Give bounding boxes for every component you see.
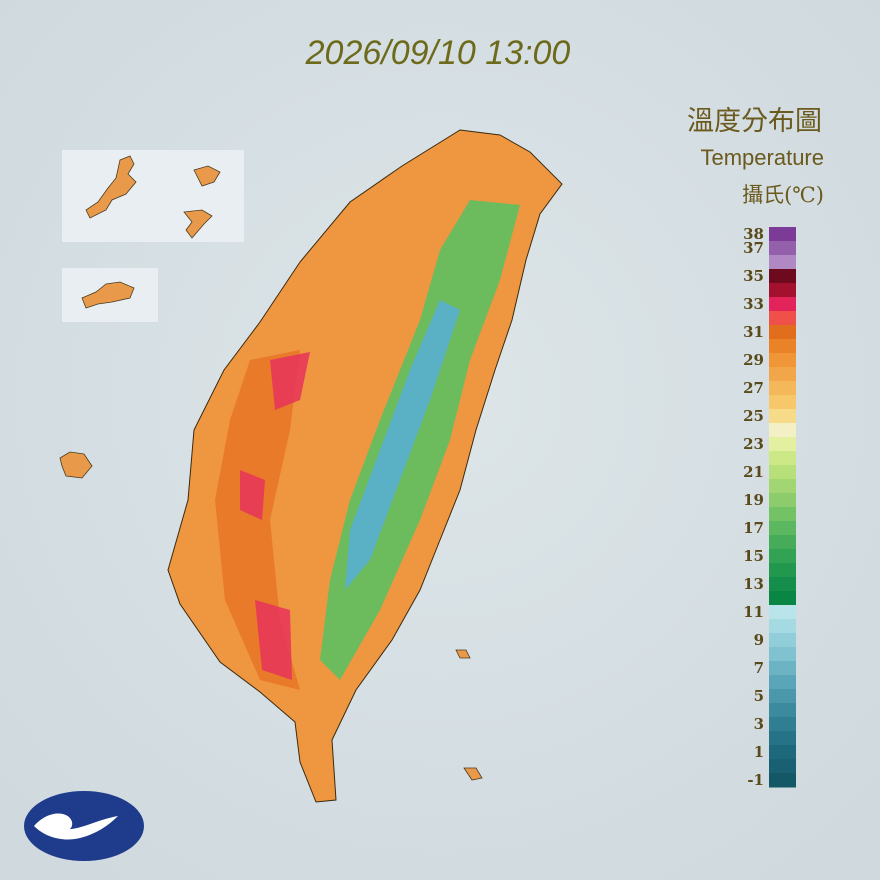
legend-swatch	[769, 479, 796, 494]
island	[193, 165, 221, 187]
legend-swatch	[769, 465, 796, 480]
island	[463, 767, 483, 781]
legend-tick-label: 3	[754, 715, 764, 733]
legend-swatch	[769, 507, 796, 522]
cool-zone	[345, 300, 460, 590]
legend-swatch	[769, 591, 796, 606]
legend: 溫度分布圖 Temperature 攝氏(℃) 3837353331292725…	[687, 106, 824, 789]
legend-swatch	[769, 647, 796, 662]
inset-box	[62, 150, 244, 242]
island	[183, 209, 213, 239]
legend-tick-label: 35	[743, 267, 764, 285]
legend-swatch	[769, 227, 796, 242]
legend-swatch	[769, 367, 796, 382]
legend-swatch	[769, 409, 796, 424]
legend-tick-label: 15	[743, 547, 764, 565]
logo-swirl	[34, 813, 118, 840]
legend-swatch	[769, 577, 796, 592]
legend-swatch	[769, 689, 796, 704]
legend-swatch	[769, 661, 796, 676]
legend-tick-label: 13	[743, 575, 764, 593]
logo-oval	[24, 791, 144, 861]
inset-islands	[59, 150, 483, 781]
legend-tick-label: 37	[743, 239, 764, 257]
legend-title: 溫度分布圖	[687, 106, 822, 137]
island	[455, 649, 471, 659]
legend-swatch	[769, 717, 796, 732]
legend-swatch	[769, 619, 796, 634]
legend-swatch	[769, 759, 796, 774]
legend-swatch	[769, 339, 796, 354]
legend-swatch	[769, 437, 796, 452]
legend-tick-label: 23	[743, 435, 764, 453]
legend-subtitle: Temperature	[700, 145, 824, 170]
legend-tick-label: 19	[743, 491, 764, 509]
legend-tick-label: 38	[743, 225, 764, 243]
legend-swatch	[769, 633, 796, 648]
legend-swatch	[769, 381, 796, 396]
map-title: 2026/09/10 13:00	[305, 34, 571, 72]
legend-swatch	[769, 325, 796, 340]
legend-swatch	[769, 605, 796, 620]
legend-swatch	[769, 731, 796, 746]
logo	[24, 791, 144, 861]
legend-swatch	[769, 563, 796, 578]
legend-tick-label: 11	[743, 603, 764, 621]
legend-swatch	[769, 269, 796, 284]
legend-tick-label: 9	[754, 631, 764, 649]
legend-tick-label: -1	[747, 771, 764, 789]
legend-tick-label: 7	[754, 659, 764, 677]
legend-tick-label: 29	[743, 351, 764, 369]
taiwan	[167, 129, 563, 803]
legend-tick-label: 33	[743, 295, 764, 313]
penghu	[59, 451, 93, 479]
legend-tick-label: 25	[743, 407, 764, 425]
legend-swatch	[769, 423, 796, 438]
legend-swatch	[769, 395, 796, 410]
legend-swatch	[769, 451, 796, 466]
legend-swatch	[769, 703, 796, 718]
legend-swatch	[769, 745, 796, 760]
island	[81, 281, 135, 309]
legend-swatch	[769, 297, 796, 312]
legend-swatch	[769, 521, 796, 536]
legend-tick-label: 1	[754, 743, 764, 761]
legend-tick-label: 27	[743, 379, 764, 397]
legend-swatch	[769, 535, 796, 550]
legend-swatch	[769, 675, 796, 690]
legend-swatch	[769, 353, 796, 368]
island	[85, 155, 137, 219]
legend-swatch	[769, 283, 796, 298]
warm-zone	[215, 350, 300, 690]
legend-tick-label: 21	[743, 463, 764, 481]
legend-tick-label: 31	[743, 323, 764, 341]
legend-swatch	[769, 241, 796, 256]
legend-tick-label: 5	[754, 687, 764, 705]
legend-unit: 攝氏(℃)	[742, 183, 824, 207]
legend-swatch	[769, 493, 796, 508]
legend-swatch	[769, 311, 796, 326]
hot-zone	[240, 352, 310, 680]
legend-swatch	[769, 549, 796, 564]
legend-swatch	[769, 773, 796, 788]
legend-tick-label: 17	[743, 519, 764, 537]
legend-swatch	[769, 255, 796, 270]
